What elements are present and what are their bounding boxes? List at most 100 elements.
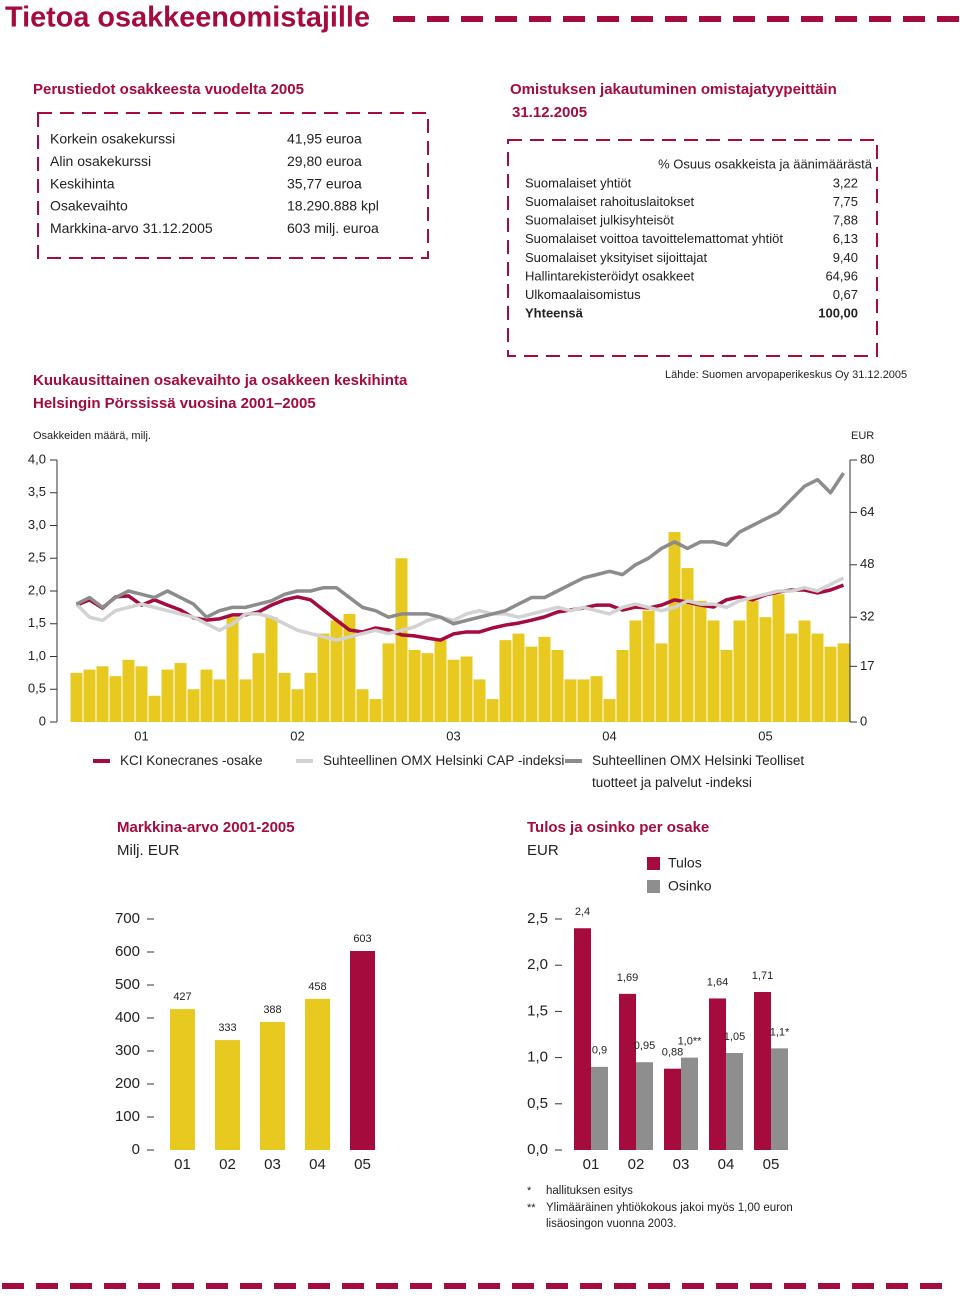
- dash: [240, 1283, 262, 1289]
- value-label: 2,4: [575, 906, 590, 918]
- legend-label: Tulos: [668, 855, 702, 871]
- x-tick-label: 02: [628, 1156, 645, 1173]
- info-value: 18.290.888 kpl: [287, 198, 379, 214]
- volume-bar: [551, 649, 564, 722]
- x-tick-label: 03: [264, 1156, 281, 1173]
- dash: [308, 1283, 330, 1289]
- dashed-box: [507, 139, 878, 357]
- info-value: 41,95 euroa: [287, 131, 362, 147]
- y-tick-label: 0: [132, 1141, 140, 1158]
- dash: [342, 1283, 364, 1289]
- y-tick-label: 500: [115, 976, 140, 993]
- volume-bar: [109, 676, 122, 722]
- volume-bar: [525, 646, 538, 722]
- value-label: 427: [173, 991, 191, 1003]
- value-label: 388: [263, 1004, 281, 1016]
- volume-bar: [200, 669, 213, 722]
- info-value: 603 milj. euroa: [287, 220, 379, 236]
- volume-bar: [512, 633, 525, 722]
- dash: [104, 1283, 126, 1289]
- x-tick-label: 03: [446, 728, 460, 743]
- volume-bar: [486, 699, 499, 722]
- owner-total-label: Yhteensä: [525, 305, 584, 320]
- volume-bar: [694, 600, 707, 722]
- y-tick-label: 2,0: [28, 582, 46, 597]
- dash: [70, 1283, 92, 1289]
- volume-bar: [187, 689, 200, 722]
- owner-label: Suomalaiset julkisyhteisöt: [525, 213, 674, 228]
- volume-bar: [616, 649, 629, 722]
- value-label: 1,05: [724, 1031, 745, 1043]
- legend-label: Suhteellinen OMX Helsinki Teolliset tuot…: [592, 753, 805, 790]
- x-tick-label: 04: [718, 1156, 735, 1173]
- y-tick-label: 2,5: [527, 910, 548, 927]
- dash: [444, 1283, 466, 1289]
- volume-bar: [252, 653, 265, 722]
- volume-bar: [304, 672, 317, 722]
- dash: [427, 16, 449, 22]
- dash: [733, 16, 755, 22]
- y-tick-label: 1,0: [527, 1049, 548, 1066]
- dash: [699, 16, 721, 22]
- info-label: Korkein osakekurssi: [50, 131, 175, 147]
- owner-label: Hallintarekisteröidyt osakkeet: [525, 268, 694, 283]
- volume-bar: [369, 699, 382, 722]
- x-tick-label: 04: [602, 728, 616, 743]
- dash: [903, 16, 925, 22]
- volume-bar: [590, 676, 603, 722]
- dash: [886, 1283, 908, 1289]
- dash: [716, 1283, 738, 1289]
- source: Lähde: Suomen arvopaperikeskus Oy 31.12.…: [665, 369, 907, 381]
- chart-title: Kuukausittainen osakevaihto ja osakkeen …: [33, 372, 408, 389]
- x-tick-label: 01: [174, 1156, 191, 1173]
- volume-bar: [83, 669, 96, 722]
- volume-bar: [356, 689, 369, 722]
- volume-bar: [707, 620, 720, 722]
- footnote-mark: **: [527, 1202, 536, 1214]
- volume-bar: [772, 594, 785, 722]
- footnote: Ylimääräinen yhtiökokous jakoi myös 1,00…: [546, 1202, 793, 1230]
- dash: [393, 16, 415, 22]
- volume-bar: [785, 633, 798, 722]
- x-tick-label: 01: [134, 728, 148, 743]
- volume-bar: [759, 617, 772, 722]
- value-label: 0,9: [592, 1045, 607, 1057]
- chart-subtitle: EUR: [527, 842, 559, 859]
- y-tick-label: 400: [115, 1009, 140, 1026]
- dash: [2, 1283, 24, 1289]
- owner-total-value: 100,00: [818, 305, 858, 320]
- y-tick-label: 700: [115, 910, 140, 927]
- y-tick-label: 0,5: [28, 681, 46, 696]
- dashed-box: [37, 112, 429, 259]
- value-label: 1,64: [707, 976, 728, 988]
- volume-bar: [226, 617, 239, 722]
- price-line: [75, 472, 845, 626]
- dash: [529, 16, 551, 22]
- y-tick-label: 200: [115, 1075, 140, 1092]
- volume-bar: [135, 666, 148, 722]
- legend-label-box: KCI Konecranes -osake: [120, 753, 263, 768]
- legend-label: Suhteellinen OMX Helsinki CAP -indeksi: [323, 753, 565, 768]
- value-label: 1,0**: [678, 1036, 703, 1048]
- y2-tick-label: 17: [860, 658, 874, 673]
- value-label: 1,69: [617, 972, 638, 984]
- dash: [682, 1283, 704, 1289]
- y-tick-label: 0: [39, 713, 46, 728]
- dash: [512, 1283, 534, 1289]
- dash: [580, 1283, 602, 1289]
- dash: [801, 16, 823, 22]
- x-tick-label: 05: [763, 1156, 780, 1173]
- owner-label: Suomalaiset voittoa tavoittelemattomat y…: [525, 231, 783, 246]
- bar: [636, 1062, 653, 1150]
- y-tick-label: 100: [115, 1108, 140, 1125]
- dash: [376, 1283, 398, 1289]
- price-line: [75, 583, 845, 642]
- volume-bar: [161, 669, 174, 722]
- section-heading-date: 31.12.2005: [512, 104, 587, 121]
- dash: [495, 16, 517, 22]
- footnote: hallituksen esitys: [546, 1185, 633, 1197]
- bar: [591, 1066, 608, 1150]
- volume-bar: [811, 633, 824, 722]
- owner-label: Suomalaiset rahoituslaitokset: [525, 194, 694, 209]
- info-label: Osakevaihto: [50, 198, 128, 214]
